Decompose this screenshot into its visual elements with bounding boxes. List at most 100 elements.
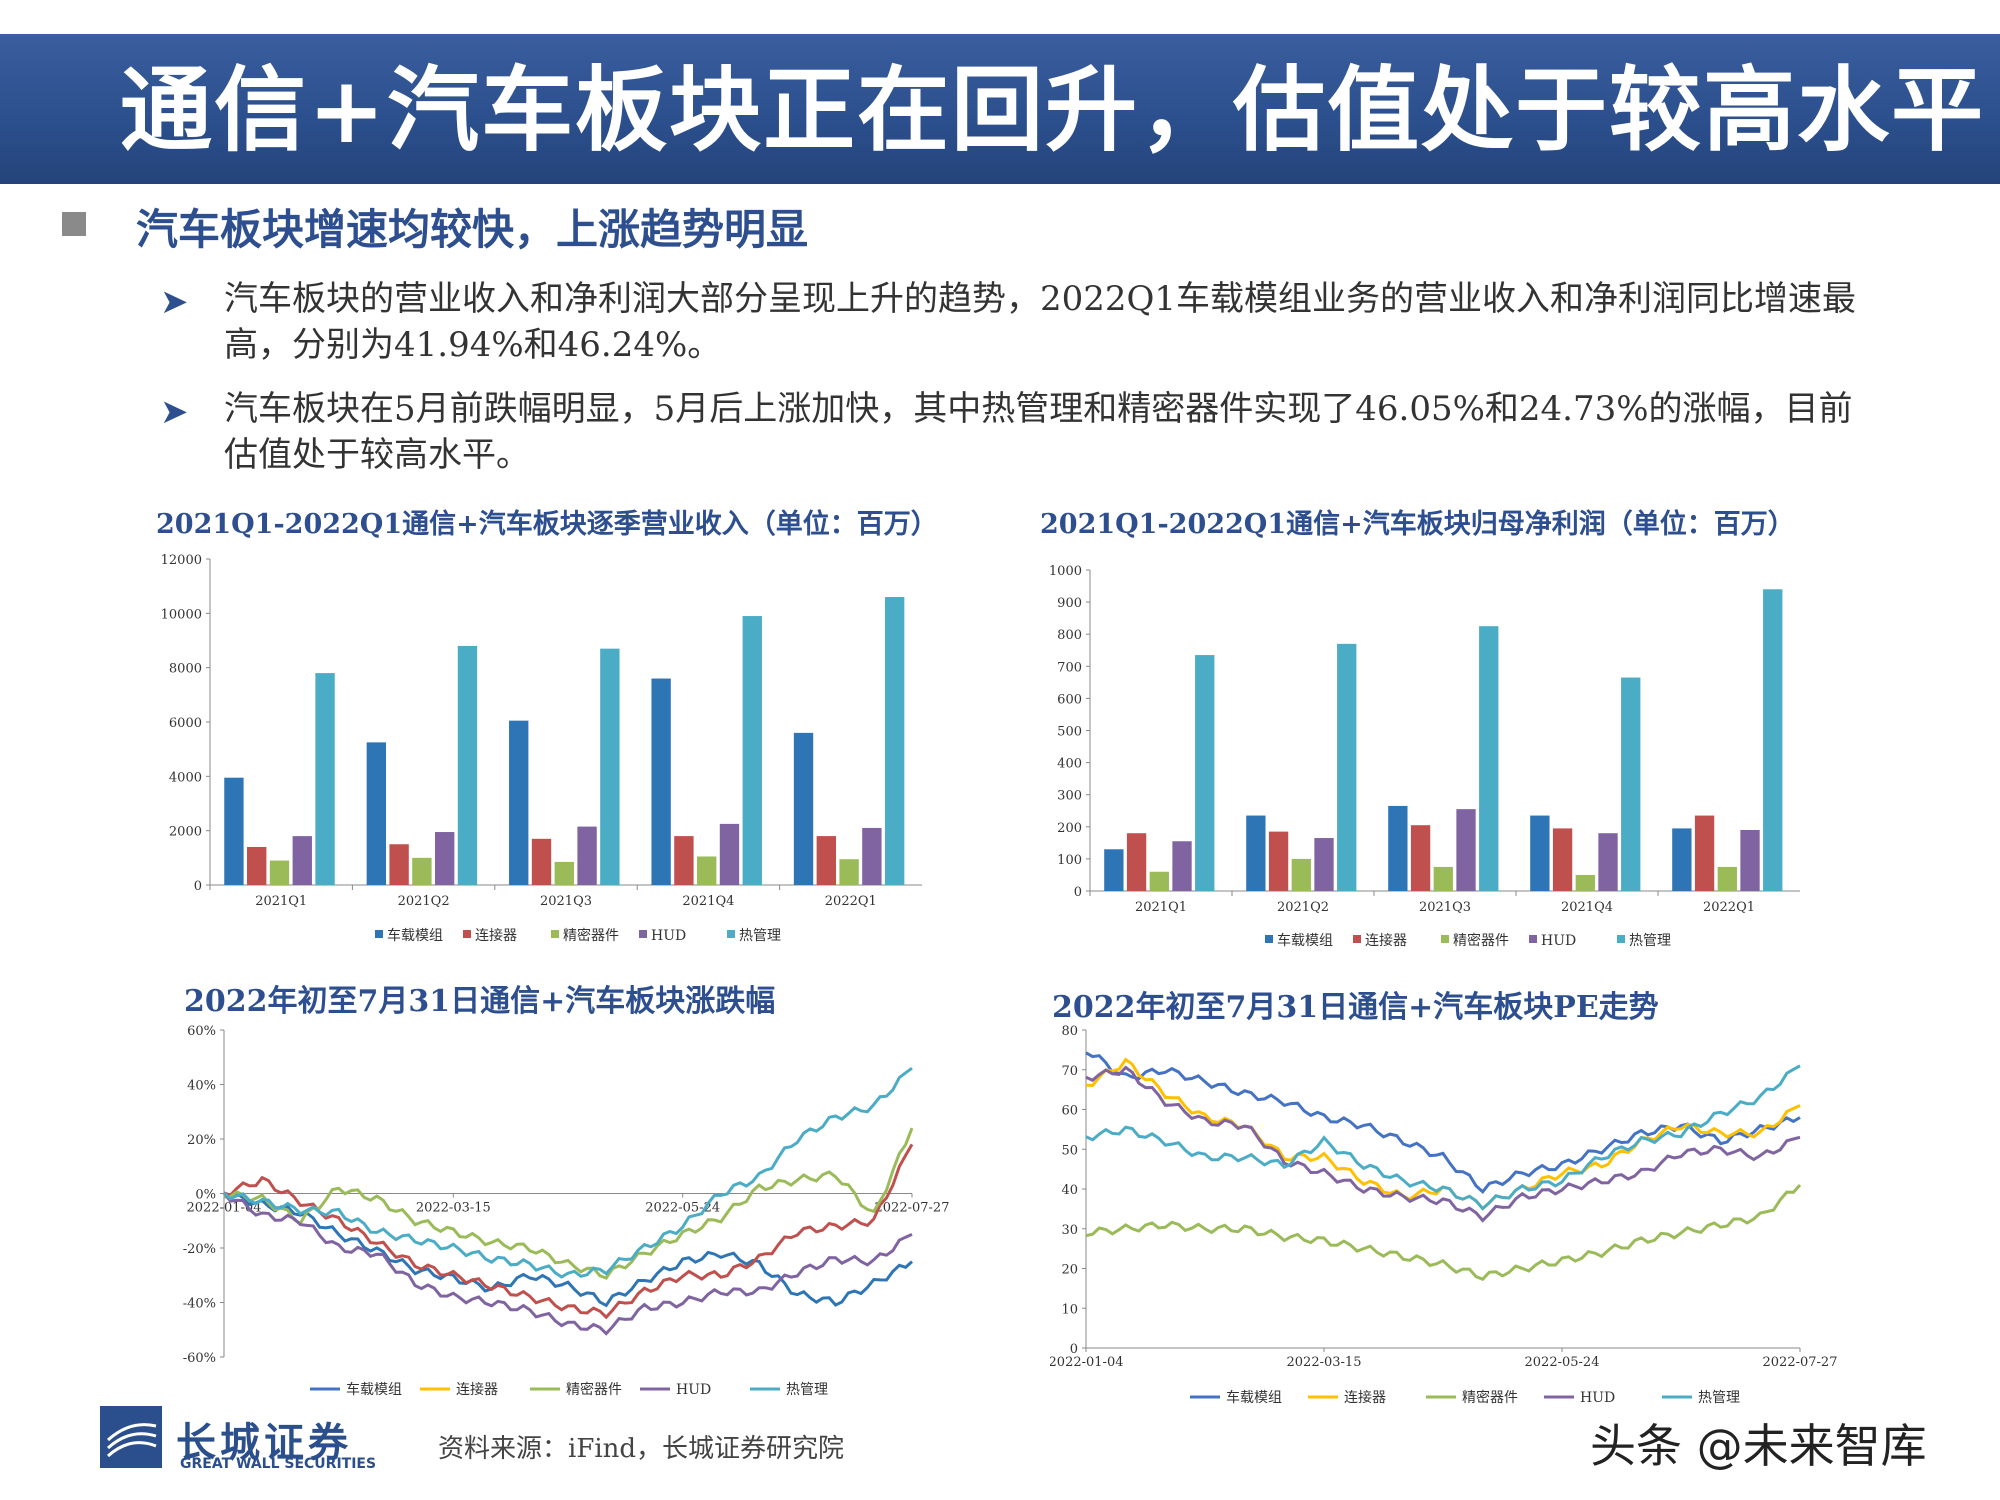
bar bbox=[389, 844, 409, 885]
bar bbox=[1314, 838, 1334, 891]
bar bbox=[839, 859, 859, 885]
series-line bbox=[223, 1143, 914, 1320]
bar bbox=[1291, 858, 1311, 891]
y-tick-label: 100 bbox=[1057, 853, 1082, 868]
bar bbox=[1598, 833, 1618, 891]
bar bbox=[1195, 655, 1215, 891]
y-tick-label: 300 bbox=[1057, 789, 1082, 804]
x-tick-label: 2021Q1 bbox=[255, 894, 307, 909]
x-tick-label: 2021Q2 bbox=[1277, 900, 1329, 915]
x-tick-label: 2022Q1 bbox=[1703, 900, 1755, 915]
bar bbox=[315, 673, 335, 885]
change-line-chart: -60% -40% -20% 0% 20% 40% 60% 2022-01-04 2022-03… bbox=[183, 1024, 950, 1398]
bar bbox=[1172, 841, 1192, 891]
bar bbox=[1410, 825, 1431, 891]
series-line bbox=[1085, 1064, 1801, 1211]
legend-swatch bbox=[1529, 935, 1537, 943]
legend-label: 热管理 bbox=[1698, 1390, 1740, 1406]
bar bbox=[651, 678, 671, 885]
bar bbox=[457, 645, 478, 885]
logo-text-en: GREAT WALL SECURITIES bbox=[180, 1456, 377, 1472]
y-tick-label: 0% bbox=[195, 1188, 216, 1203]
revenue-bar-chart: 0 2000 4000 6000 8000 10000 12000 2021Q1 2021Q2 2… bbox=[161, 553, 922, 944]
bar bbox=[1126, 833, 1147, 891]
legend-label: 热管理 bbox=[739, 928, 781, 944]
legend-swatch bbox=[639, 930, 647, 938]
series-line bbox=[1085, 1183, 1802, 1281]
legend-swatch bbox=[1441, 935, 1449, 943]
legend-swatch bbox=[1617, 935, 1625, 943]
x-tick-label: 2021Q3 bbox=[1419, 900, 1471, 915]
x-tick-label: 2022-01-04 bbox=[1050, 1355, 1123, 1370]
legend-swatch bbox=[1353, 935, 1361, 943]
legend-label: 连接器 bbox=[1344, 1389, 1386, 1406]
arrow-bullet-icon: ➤ bbox=[160, 282, 189, 322]
bar bbox=[554, 861, 574, 885]
y-tick-label: 0 bbox=[194, 879, 202, 894]
y-tick-label: 0 bbox=[1070, 1342, 1078, 1357]
legend-label: HUD bbox=[1580, 1390, 1615, 1406]
legend-swatch bbox=[375, 930, 383, 938]
legend-label: 车载模组 bbox=[387, 927, 443, 944]
pe-line-chart: 0 10 20 30 40 50 60 70 80 2022-01-04 2022-03-15 202… bbox=[1050, 1024, 1838, 1406]
legend-label: 精密器件 bbox=[1462, 1389, 1518, 1406]
bar bbox=[577, 826, 597, 885]
bar bbox=[531, 838, 552, 885]
paragraph-1: 汽车板块的营业收入和净利润大部分呈现上升的趋势，2022Q1车载模组业务的营业收… bbox=[224, 279, 1857, 365]
x-tick-label: 2021Q3 bbox=[540, 894, 592, 909]
bar bbox=[816, 836, 836, 885]
bar bbox=[1621, 677, 1641, 891]
x-tick-label: 2022-07-27 bbox=[875, 1201, 950, 1216]
chart-title-profit: 2021Q1-2022Q1通信+汽车板块归母净利润（单位：百万） bbox=[1040, 509, 1795, 540]
legend-swatch bbox=[551, 930, 559, 938]
x-tick-label: 2022Q1 bbox=[825, 894, 877, 909]
y-tick-label: -40% bbox=[183, 1297, 216, 1312]
bar bbox=[1104, 849, 1124, 891]
y-tick-label: 30 bbox=[1061, 1223, 1078, 1238]
y-tick-label: 8000 bbox=[169, 662, 202, 677]
bar bbox=[884, 597, 905, 885]
x-tick-label: 2022-07-27 bbox=[1763, 1355, 1838, 1370]
series-line bbox=[222, 1066, 913, 1279]
legend-label: 精密器件 bbox=[563, 927, 619, 944]
legend-label: 连接器 bbox=[456, 1381, 498, 1398]
x-tick-label: 2022-03-15 bbox=[416, 1201, 491, 1216]
y-tick-label: 0 bbox=[1074, 885, 1082, 900]
watermark: 头条 @未来智库 bbox=[1590, 1419, 1927, 1473]
bar bbox=[1456, 809, 1476, 891]
y-tick-label: 600 bbox=[1057, 692, 1082, 707]
bar bbox=[1268, 831, 1289, 891]
bar bbox=[434, 832, 455, 885]
legend-label: 连接器 bbox=[475, 927, 517, 944]
chart-title-revenue: 2021Q1-2022Q1通信+汽车板块逐季营业收入（单位：百万） bbox=[156, 509, 938, 540]
y-tick-label: 40 bbox=[1061, 1183, 1078, 1198]
bar bbox=[1672, 828, 1692, 891]
y-tick-label: 10000 bbox=[161, 607, 202, 622]
x-tick-label: 2021Q4 bbox=[1561, 900, 1613, 915]
legend-label: HUD bbox=[1541, 933, 1576, 949]
bar bbox=[269, 860, 290, 885]
square-bullet-icon bbox=[62, 212, 86, 236]
y-tick-label: 20% bbox=[187, 1133, 216, 1148]
bar bbox=[1740, 830, 1760, 891]
bar bbox=[1149, 871, 1169, 891]
bar bbox=[1552, 828, 1573, 891]
x-tick-label: 2021Q4 bbox=[682, 894, 734, 909]
bar bbox=[1575, 874, 1595, 891]
series-line bbox=[223, 1191, 913, 1308]
y-tick-label: -60% bbox=[183, 1351, 216, 1366]
bar bbox=[412, 857, 432, 885]
bar bbox=[674, 836, 694, 885]
legend-swatch bbox=[1265, 935, 1273, 943]
series-line bbox=[222, 1191, 913, 1336]
y-tick-label: 700 bbox=[1057, 660, 1082, 675]
bar bbox=[793, 732, 814, 885]
bar bbox=[1337, 643, 1357, 891]
series-line bbox=[223, 1127, 914, 1280]
legend-label: 精密器件 bbox=[1453, 932, 1509, 949]
bar bbox=[697, 856, 717, 885]
legend-label: HUD bbox=[651, 928, 686, 944]
y-tick-label: -20% bbox=[183, 1242, 216, 1257]
bar bbox=[862, 827, 882, 885]
page-title: 通信+汽车板块正在回升，估值处于较高水平 bbox=[120, 56, 1986, 164]
